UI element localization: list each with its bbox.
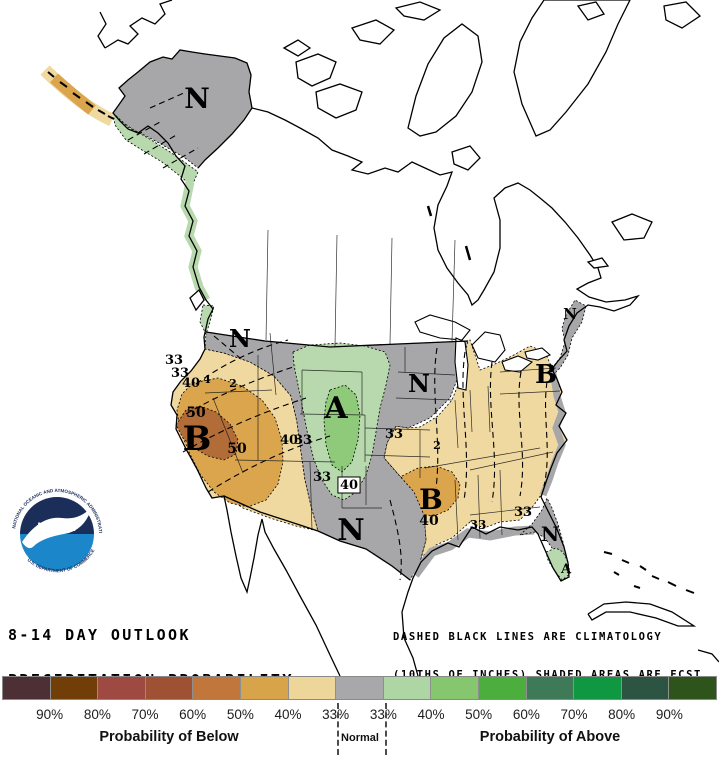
percent-label-above-60%: 60% [512,707,540,722]
probability-colorbar [2,676,717,700]
colorbar-segment-3 [145,677,194,699]
percent-label-below-40%: 40% [274,707,302,722]
colorbar-segment-13 [621,677,670,699]
region-letter-B: B [419,483,443,516]
region-letter-A: A [323,391,348,426]
region-letter-N: N [563,305,577,323]
contour-label-box [337,476,361,494]
region-letter-B: B [535,360,557,390]
percent-label-above-70%: 70% [560,707,588,722]
contour-label-40: 40 [182,376,200,391]
colorbar-segment-10 [478,677,527,699]
colorbar-segment-11 [526,677,575,699]
percent-label-below-70%: 70% [131,707,159,722]
contour-label-2: 2 [229,377,237,390]
contour-label-33: 33 [385,427,403,442]
note-line-1: DASHED BLACK LINES ARE CLIMATOLOGY [393,631,663,643]
percent-label-below-80%: 80% [83,707,111,722]
coastlines [47,0,719,676]
region-florida-gray [518,497,567,557]
region-letter-B: B [183,419,212,459]
percent-label-below-90%: 90% [36,707,64,722]
below-label: Probability of Below [99,729,239,745]
contour-label-40: 40 [419,513,439,529]
gull-icon [22,506,92,549]
contour-label-40: 40 [280,433,298,448]
percent-label-below-33%: 33% [322,707,350,722]
state-borders [204,229,561,541]
climatology-lines [127,91,548,581]
contour-label-33: 33 [514,505,532,520]
region-letter-N: N [541,522,559,546]
percent-label-above-40%: 40% [417,707,445,722]
percent-label-above-80%: 80% [608,707,636,722]
contour-label-33: 33 [470,518,487,532]
normal-bracket-left [337,703,339,755]
region-alaska-gray [112,49,253,169]
legend: 90% 80% 70% 60% 50% 40% 33% 33% 40% 50% 60% 70% 80% 9… [0,676,719,759]
contour-label-33: 33 [294,433,312,448]
contour-label-33: 33 [313,470,331,485]
colorbar-segment-6 [288,677,337,699]
normal-bracket-right [385,703,387,755]
colorbar-segment-7 [336,677,384,699]
colorbar-segment-4 [193,677,241,699]
region-letters: N N A N B B B N N N A [183,82,578,577]
contour-label-2: 2 [433,439,441,452]
contour-label-4: 4 [203,373,211,386]
contour-label-33: 33 [165,353,183,368]
atlantic-coast-strip [539,369,566,497]
percent-label-below-50%: 50% [226,707,254,722]
percent-label-above-50%: 50% [465,707,493,722]
region-letter-N: N [337,513,364,548]
percent-label-above-33%: 33% [369,707,397,722]
colorbar-segment-8 [383,677,432,699]
region-letter-N: N [229,324,251,353]
colorbar-segment-9 [431,677,479,699]
colorbar-segment-5 [240,677,289,699]
region-above40-plains [323,384,361,473]
colorbar-segment-12 [574,677,622,699]
above-label: Probability of Above [479,729,621,745]
aleutian-band-core [50,73,96,115]
contour-label-33: 33 [171,366,189,381]
region-florida-green [545,547,571,581]
normal-label: Normal [341,732,379,744]
region-letter-N: N [408,369,430,398]
region-wa-green [199,304,215,336]
contour-label-40: 40 [340,478,358,493]
colorbar-segment-2 [98,677,146,699]
contour-label-50: 50 [227,441,247,457]
contour-label-50: 50 [186,405,206,421]
region-letter-A: A [560,562,572,577]
colorbar-segment-14 [669,677,716,699]
title-line-1: 8-14 DAY OUTLOOK [8,626,191,644]
noaa-logo: NOAA NATIONAL OCEANIC AND ATMOSPHERIC AD… [0,0,105,582]
region-letter-N: N [184,82,210,115]
forecast-regions [40,49,587,581]
colorbar-segment-1 [50,677,99,699]
alaska-panhandle-green [180,181,210,303]
great-lakes [414,314,552,391]
percent-label-below-60%: 60% [179,707,207,722]
noaa-wordmark: NOAA [37,520,76,534]
percent-label-above-90%: 90% [655,707,683,722]
colorbar-segment-0 [3,677,51,699]
